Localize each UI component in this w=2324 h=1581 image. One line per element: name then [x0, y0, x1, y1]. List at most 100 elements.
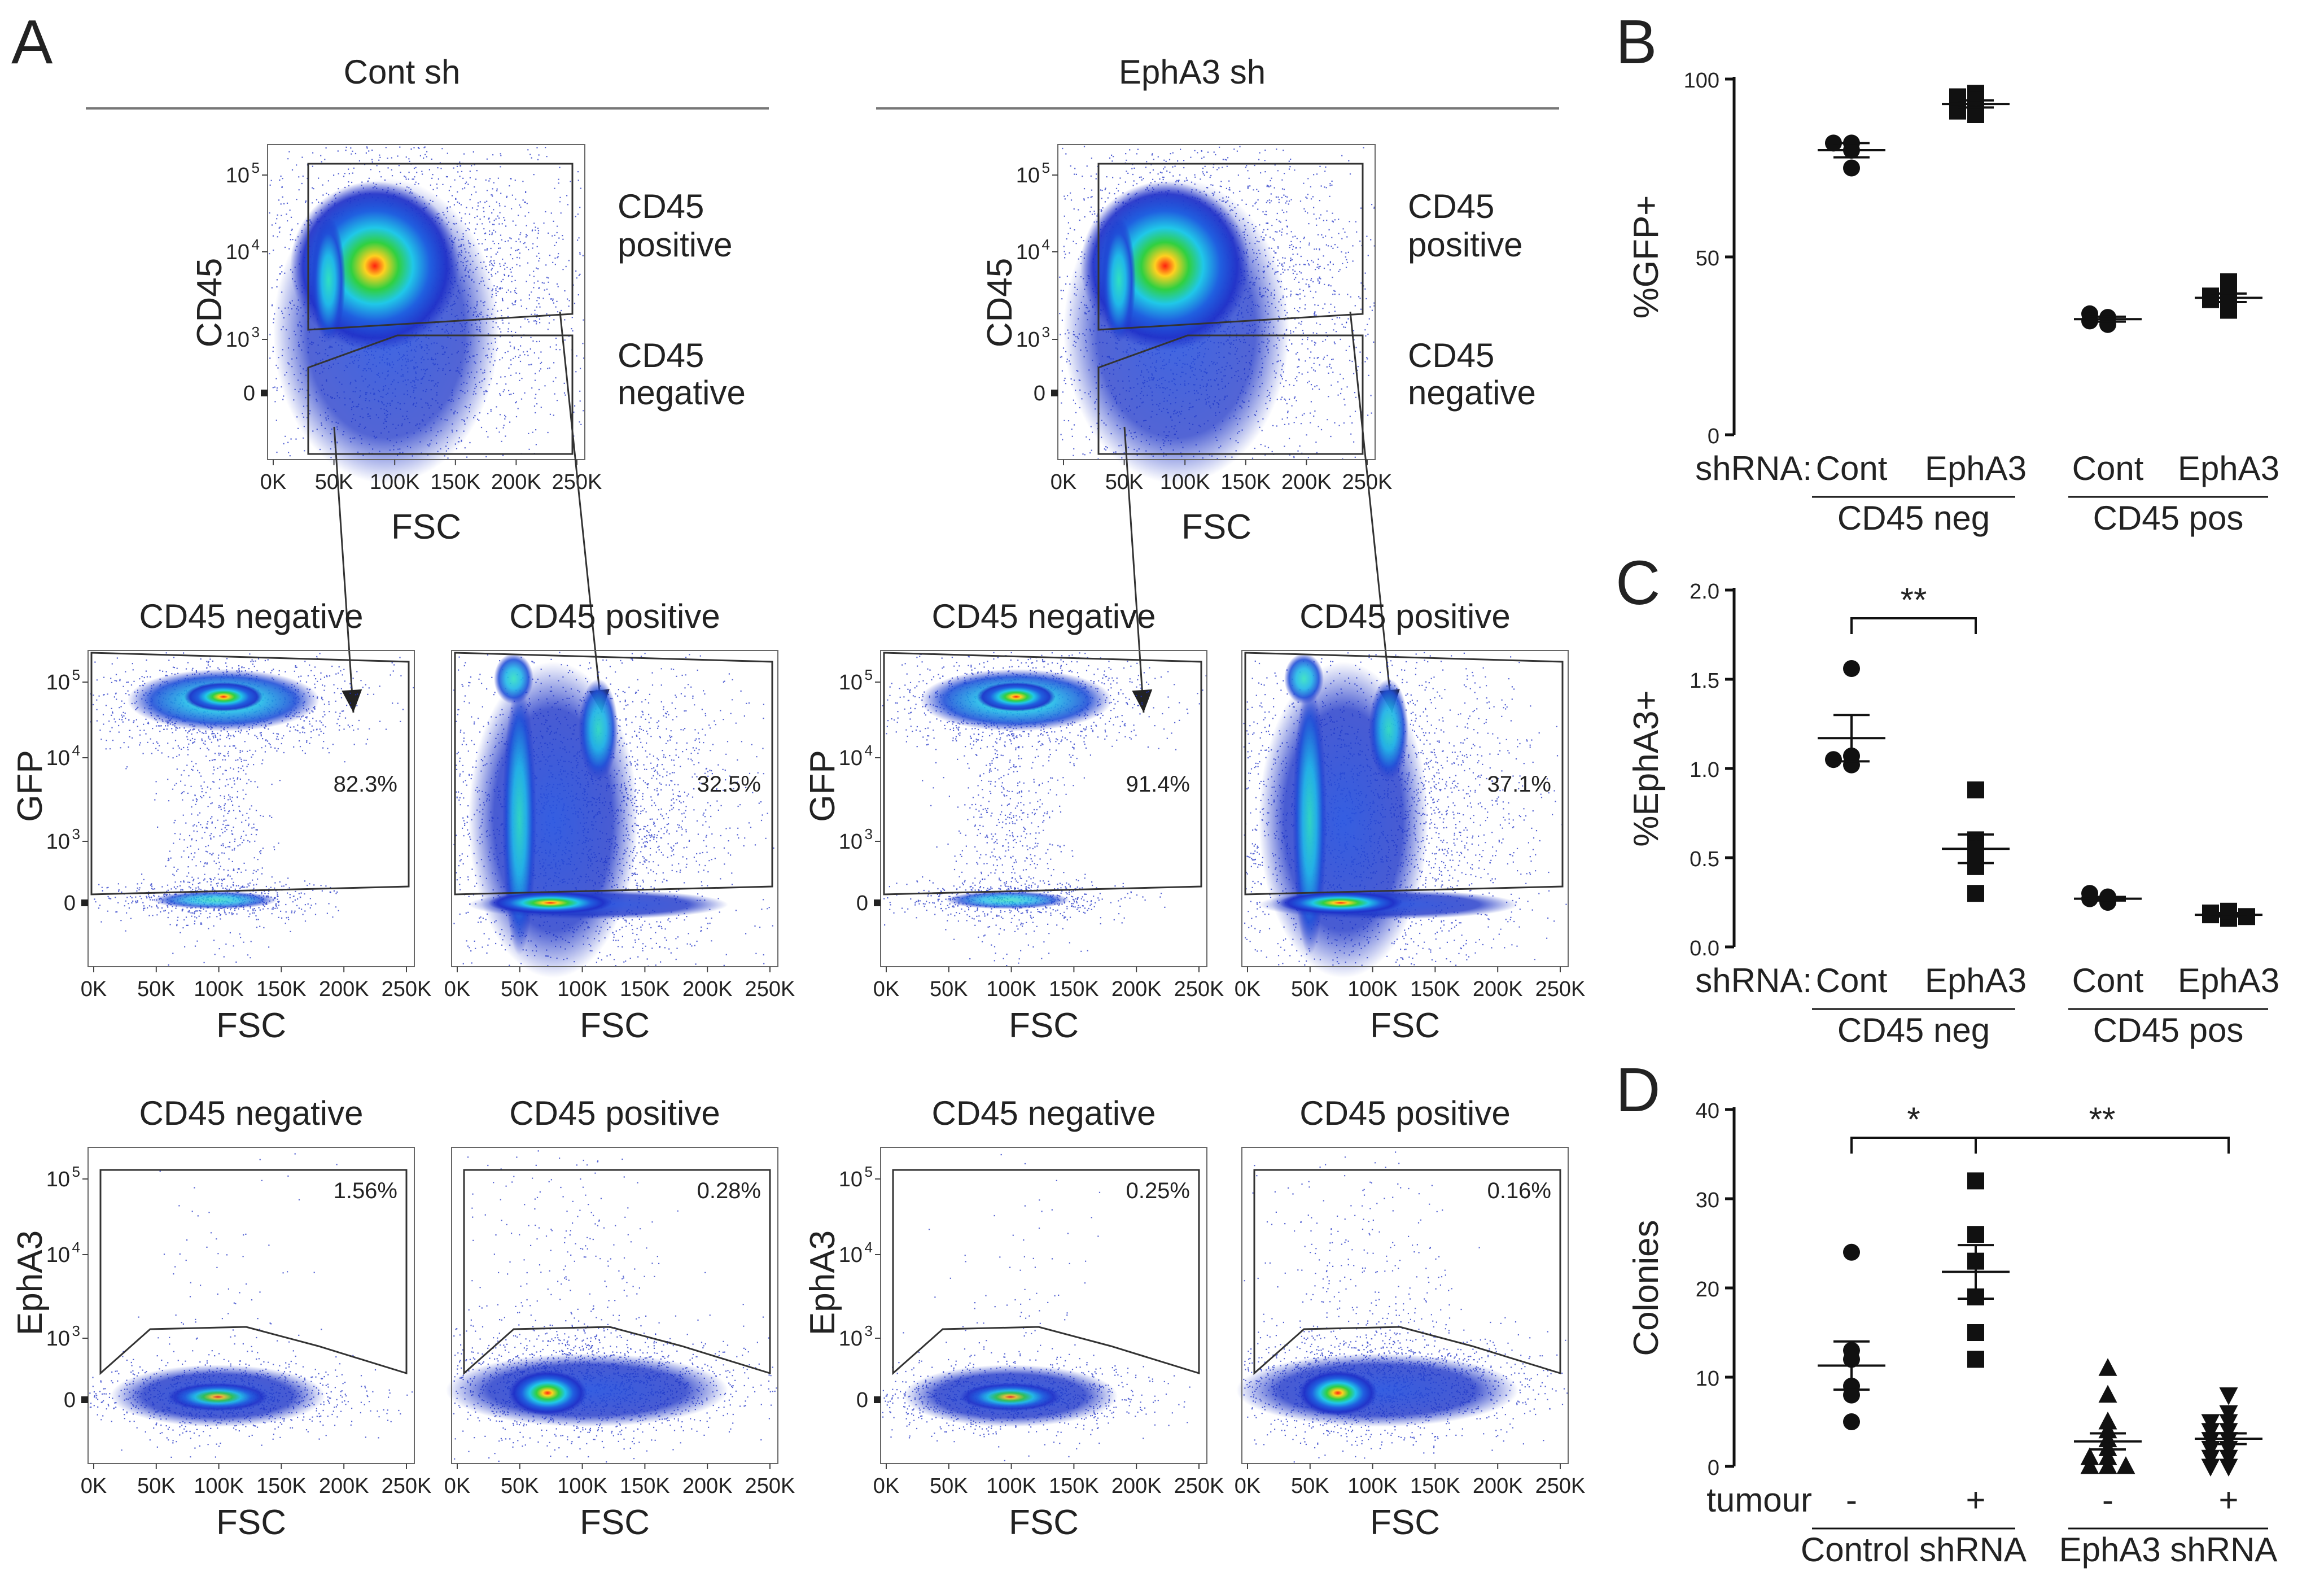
- plot-frame: [1241, 1147, 1569, 1464]
- arrow-to-cd45-negative-head: [342, 689, 362, 713]
- data-point: [2098, 1385, 2117, 1403]
- arrow-to-cd45-positive: [1349, 311, 1393, 713]
- y-tick-label: 10: [1016, 241, 1040, 264]
- data-point: [1967, 781, 1984, 798]
- y-tick-exponent: 4: [72, 1239, 80, 1256]
- data-point: [2219, 1414, 2238, 1432]
- y-tick-exponent: 4: [1042, 236, 1050, 253]
- y-tick-label: 0: [856, 892, 868, 915]
- category-label: EphA3: [2178, 449, 2279, 487]
- data-point: [1843, 1413, 1860, 1430]
- y-tick-exponent: 3: [1042, 324, 1050, 340]
- x-tick-label: 100K: [986, 977, 1036, 1001]
- y-tick-label: 30: [1696, 1189, 1719, 1212]
- x-tick-label: 200K: [319, 977, 369, 1001]
- data-point: [1967, 885, 1984, 902]
- data-point: [1843, 1243, 1860, 1261]
- subplot-x-label: FSC: [580, 1006, 650, 1045]
- subplot-y-label: EphA3: [11, 1230, 50, 1335]
- y-tick-label: 10: [226, 328, 250, 352]
- density-top: [494, 653, 533, 704]
- zero-marker: [874, 899, 881, 906]
- y-tick-label: 10: [839, 1168, 863, 1191]
- gate-positive-label: positive: [1408, 226, 1522, 264]
- density-hotspot: [508, 1370, 587, 1416]
- group-title: EphA3 sh: [1119, 53, 1266, 91]
- group-label: CD45 pos: [2093, 1011, 2244, 1049]
- y-tick-exponent: 5: [865, 666, 873, 683]
- gfp-gate: [883, 652, 1202, 896]
- category-label: EphA3: [1925, 962, 2027, 999]
- panel-letter-a: A: [11, 7, 53, 77]
- x-tick-label: 50K: [501, 977, 539, 1001]
- plot-frame: [451, 1147, 778, 1464]
- gate-percentage: 1.56%: [334, 1178, 397, 1203]
- significance-bracket: [1850, 1137, 1977, 1154]
- y-tick-label: 10: [839, 1243, 863, 1267]
- data-point: [1967, 1172, 1984, 1190]
- x-tick-label: 100K: [557, 977, 607, 1001]
- x-tick-label: 100K: [194, 977, 244, 1001]
- gate-percentage: 32.5%: [697, 772, 761, 797]
- arrow-to-cd45-negative-head: [1132, 689, 1153, 713]
- x-tick-label: 100K: [557, 1474, 607, 1498]
- shrna-prefix: shRNA:: [1695, 962, 1812, 999]
- x-tick-label: 200K: [682, 977, 733, 1001]
- data-point: [2201, 1458, 2220, 1477]
- tumour-label: tumour: [1706, 1481, 1812, 1519]
- data-point: [2201, 1432, 2220, 1450]
- plot-frame: [87, 650, 415, 967]
- group-title: Cont sh: [344, 53, 461, 91]
- x-tick-label: 150K: [620, 1474, 670, 1498]
- data-point: [2219, 1458, 2238, 1477]
- category-label: Cont: [1816, 449, 1888, 487]
- y-tick-label: 0: [1708, 425, 1719, 448]
- x-tick-label: 250K: [745, 1474, 795, 1498]
- subplot-y-label: GFP: [11, 750, 50, 822]
- gate-positive-label: positive: [618, 226, 732, 264]
- category-label: Cont: [2072, 962, 2144, 999]
- x-tick-label: 250K: [1535, 1474, 1586, 1498]
- x-tick-label: 100K: [1160, 470, 1210, 494]
- significance-label: **: [2089, 1100, 2116, 1138]
- significance-bracket: [1850, 617, 1977, 634]
- density-stream-2: [1369, 679, 1408, 780]
- group-label: Control shRNA: [1801, 1531, 2027, 1569]
- zero-marker: [81, 1396, 88, 1403]
- gate-percentage: 37.1%: [1487, 772, 1551, 797]
- x-tick-label: 200K: [319, 1474, 369, 1498]
- y-tick-label: 1.0: [1690, 758, 1719, 782]
- gating-x-label: FSC: [391, 508, 461, 547]
- x-tick-label: 100K: [986, 1474, 1036, 1498]
- x-tick-label: 200K: [491, 470, 541, 494]
- data-point: [2080, 1447, 2099, 1465]
- gfp-gate: [454, 652, 773, 896]
- y-tick-label: 10: [226, 241, 250, 264]
- subplot-x-label: FSC: [1009, 1006, 1079, 1045]
- cd45-negative-gate: [307, 334, 574, 455]
- subplot-y-label: GFP: [803, 750, 842, 822]
- x-tick-label: 150K: [1220, 470, 1271, 494]
- y-tick-label: 10: [1016, 328, 1040, 352]
- subplot-x-label: FSC: [1009, 1503, 1079, 1542]
- epha3-gate: [463, 1169, 771, 1375]
- y-tick-exponent: 3: [72, 1322, 80, 1339]
- y-tick-label: 50: [1696, 247, 1719, 270]
- data-point: [1967, 106, 1984, 123]
- x-tick-label: 0K: [444, 1474, 470, 1498]
- category-label: EphA3: [1925, 449, 2027, 487]
- x-tick-label: 150K: [256, 1474, 307, 1498]
- gating-y-label: CD45: [190, 258, 229, 348]
- y-tick-label: 10: [1016, 164, 1040, 187]
- panel-c-epha3-chart: 0.0 0.5 1.0 1.5 2.0 %EphA3+ Cont EphA3 Cont EphA3…: [1627, 580, 2279, 1049]
- y-tick-exponent: 3: [865, 826, 873, 842]
- y-tick-exponent: 5: [1042, 159, 1050, 176]
- data-point: [2219, 1449, 2238, 1468]
- x-tick-label: 50K: [930, 1474, 968, 1498]
- x-tick-label: 200K: [1111, 977, 1162, 1001]
- y-tick-label: 0: [1034, 382, 1045, 405]
- x-tick-label: 250K: [1174, 1474, 1224, 1498]
- shrna-prefix: shRNA:: [1695, 449, 1812, 487]
